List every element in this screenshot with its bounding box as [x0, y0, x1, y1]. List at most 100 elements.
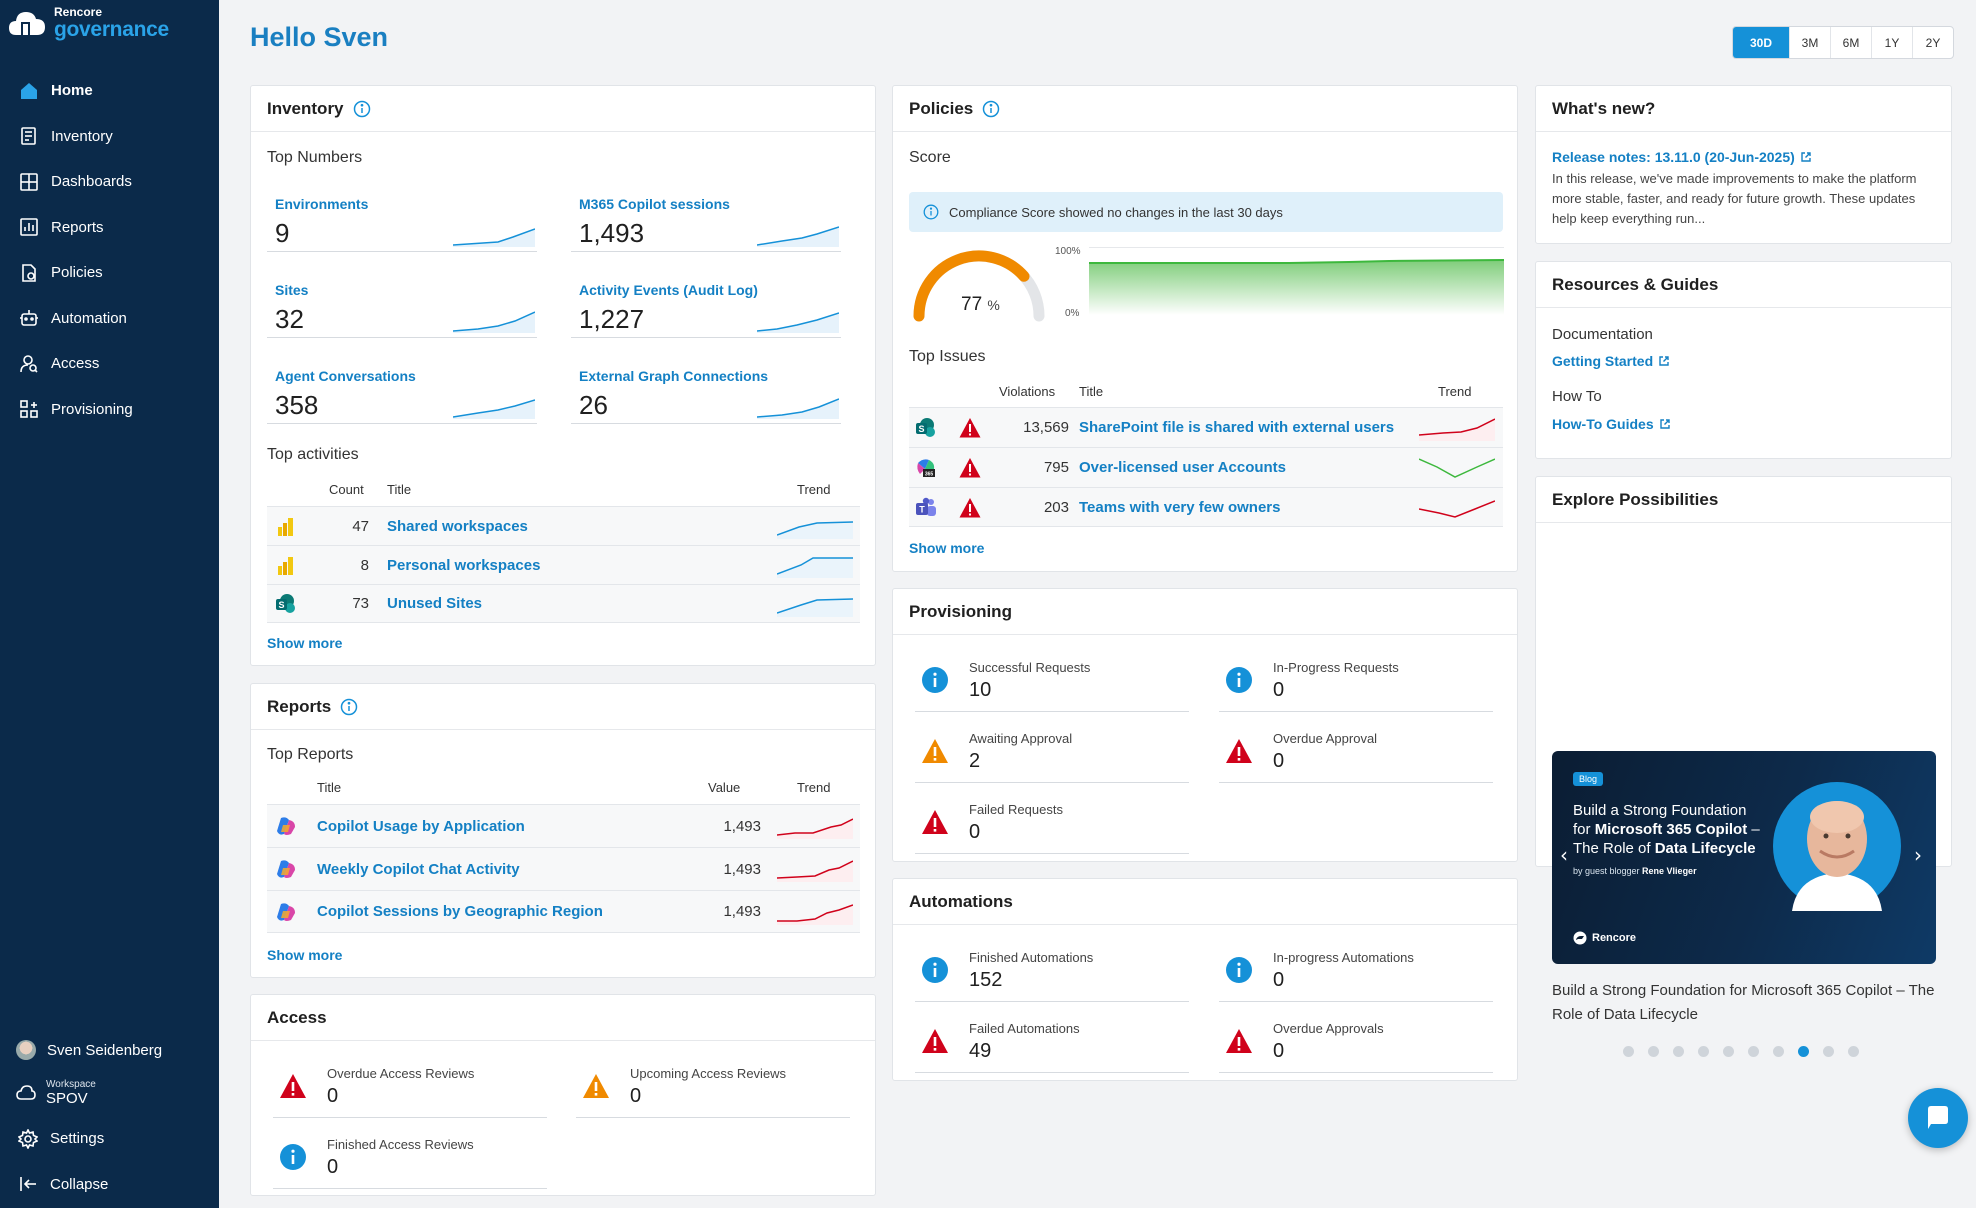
stat-finished-access-reviews[interactable]: Finished Access Reviews 0	[273, 1125, 547, 1189]
table-row[interactable]: 47 Shared workspaces	[267, 506, 860, 545]
row-title-link[interactable]: Unused Sites	[387, 595, 483, 612]
stat-upcoming-access-reviews[interactable]: Upcoming Access Reviews 0	[576, 1054, 850, 1118]
stat-finished-automations[interactable]: Finished Automations 152	[915, 938, 1189, 1002]
row-title-link[interactable]: Personal workspaces	[387, 556, 541, 574]
table-row[interactable]: 365 795 Over-licensed user Accounts	[909, 447, 1503, 487]
stat-environments[interactable]: Environments 9	[267, 180, 537, 252]
nav-item-home[interactable]: Home	[0, 68, 219, 114]
inventory-icon	[21, 127, 36, 146]
stat-value: 0	[1273, 969, 1285, 991]
stat-successful-requests[interactable]: Successful Requests 10	[915, 648, 1189, 712]
nav-item-provisioning[interactable]: Provisioning	[0, 387, 219, 433]
stat-overdue-approval[interactable]: Overdue Approval 0	[1219, 719, 1493, 783]
table-row[interactable]: 8 Personal workspaces	[267, 545, 860, 584]
row-title-link[interactable]: Teams with very few owners	[1079, 498, 1281, 516]
row-title-link[interactable]: Shared workspaces	[387, 517, 528, 535]
how-to-guides-link[interactable]: How-To Guides	[1552, 416, 1671, 432]
stat-awaiting-approval[interactable]: Awaiting Approval 2	[915, 719, 1189, 783]
banner-byline-a: by guest blogger	[1573, 866, 1643, 876]
carousel-dot[interactable]	[1648, 1046, 1659, 1057]
info-icon	[922, 667, 948, 693]
chat-icon	[1928, 1106, 1948, 1129]
row-title-link[interactable]: Over-licensed user Accounts	[1079, 459, 1287, 476]
carousel-dot[interactable]	[1848, 1046, 1859, 1057]
table-row[interactable]: S 13,569 SharePoint file is shared with …	[909, 407, 1503, 447]
workspace-switcher[interactable]: Workspace SPOV	[0, 1070, 219, 1116]
range-30d-button[interactable]: 30D	[1733, 27, 1789, 58]
error-icon	[959, 498, 981, 518]
stat-external-graph-connections[interactable]: External Graph Connections 26	[571, 352, 841, 424]
carousel-dot[interactable]	[1798, 1046, 1809, 1057]
carousel-dot[interactable]	[1773, 1046, 1784, 1057]
stat-label: Overdue Access Reviews	[327, 1066, 475, 1081]
table-row[interactable]: Copilot Sessions by Geographic Region 1,…	[267, 890, 860, 933]
stat-in-progress-requests[interactable]: In-Progress Requests 0	[1219, 648, 1493, 712]
stat-failed-automations[interactable]: Failed Automations 49	[915, 1009, 1189, 1073]
stat-activity-events[interactable]: Activity Events (Audit Log) 1,227	[571, 266, 841, 338]
rencore-logo[interactable]: Rencore governance	[8, 6, 169, 40]
range-1y-button[interactable]: 1Y	[1871, 27, 1912, 58]
carousel-dot[interactable]	[1623, 1046, 1634, 1057]
stat-copilot-sessions[interactable]: M365 Copilot sessions 1,493	[571, 180, 841, 252]
stat-overdue-approvals[interactable]: Overdue Approvals 0	[1219, 1009, 1493, 1073]
nav-item-policies[interactable]: Policies	[0, 250, 219, 296]
row-title-link[interactable]: Copilot Sessions by Geographic Region	[317, 903, 603, 920]
compliance-gauge	[913, 250, 1045, 322]
row-title-link[interactable]: SharePoint file is shared with external …	[1079, 419, 1395, 436]
carousel-dot[interactable]	[1748, 1046, 1759, 1057]
reports-show-more-link[interactable]: Show more	[267, 947, 343, 963]
resources-card: Resources & Guides Documentation Getting…	[1535, 261, 1952, 459]
nav-item-access[interactable]: Access	[0, 341, 219, 387]
nav-item-inventory[interactable]: Inventory	[0, 114, 219, 160]
info-icon	[923, 204, 939, 220]
stat-sites[interactable]: Sites 32	[267, 266, 537, 338]
inventory-show-more-link[interactable]: Show more	[267, 635, 343, 651]
info-icon[interactable]	[340, 698, 358, 716]
table-row[interactable]: T 203 Teams with very few owners	[909, 487, 1503, 527]
table-row[interactable]: Copilot Usage by Application 1,493	[267, 804, 860, 847]
policies-card: Policies Score Compliance Score showed n…	[892, 85, 1518, 572]
range-2y-button[interactable]: 2Y	[1912, 27, 1953, 58]
range-6m-button[interactable]: 6M	[1830, 27, 1871, 58]
stat-in-progress-automations[interactable]: In-progress Automations 0	[1219, 938, 1493, 1002]
carousel-dot[interactable]	[1698, 1046, 1709, 1057]
nav-item-reports[interactable]: Reports	[0, 205, 219, 251]
chat-button[interactable]	[1908, 1088, 1968, 1148]
range-3m-button[interactable]: 3M	[1789, 27, 1830, 58]
policies-icon	[22, 263, 36, 282]
explore-caption[interactable]: Build a Strong Foundation for Microsoft …	[1552, 982, 1935, 1023]
row-title-link[interactable]: Copilot Usage by Application	[317, 817, 525, 835]
info-icon[interactable]	[353, 100, 371, 118]
m365-icon: 365	[917, 459, 935, 478]
carousel-next-icon[interactable]: ›	[1914, 843, 1922, 867]
stat-label: External Graph Connections	[579, 368, 769, 384]
carousel-dot[interactable]	[1673, 1046, 1684, 1057]
stat-value: 0	[327, 1156, 339, 1178]
release-notes-link[interactable]: Release notes: 13.11.0 (20-Jun-2025)	[1552, 149, 1812, 165]
collapse-button[interactable]: Collapse	[0, 1162, 219, 1208]
carousel-dot[interactable]	[1823, 1046, 1834, 1057]
banner-headline: Build a Strong Foundation for Microsoft …	[1573, 801, 1760, 858]
info-icon[interactable]	[982, 100, 1000, 118]
blog-banner[interactable]: Blog Build a Strong Foundation for Micro…	[1552, 751, 1936, 964]
table-row[interactable]: Weekly Copilot Chat Activity 1,493	[267, 847, 860, 890]
settings-button[interactable]: Settings	[0, 1116, 219, 1162]
stat-failed-requests[interactable]: Failed Requests 0	[915, 790, 1189, 854]
stat-overdue-access-reviews[interactable]: Overdue Access Reviews 0	[273, 1054, 547, 1118]
getting-started-link[interactable]: Getting Started	[1552, 353, 1670, 369]
top-numbers-label: Top Numbers	[267, 149, 363, 166]
trend-sparkline	[1419, 458, 1495, 478]
trend-sparkline	[777, 521, 853, 539]
user-profile[interactable]: Sven Seidenberg	[0, 1030, 219, 1070]
nav-item-dashboards[interactable]: Dashboards	[0, 159, 219, 205]
stat-value: 2	[969, 750, 981, 772]
table-row[interactable]: S 73 Unused Sites	[267, 584, 860, 623]
nav-item-automation[interactable]: Automation	[0, 296, 219, 342]
policies-show-more-link[interactable]: Show more	[909, 540, 985, 556]
carousel-prev-icon[interactable]: ‹	[1560, 843, 1568, 867]
carousel-dot[interactable]	[1723, 1046, 1734, 1057]
column-header-trend: Trend	[797, 780, 831, 795]
row-title-link[interactable]: Weekly Copilot Chat Activity	[317, 860, 520, 878]
info-icon	[1226, 667, 1252, 693]
stat-agent-conversations[interactable]: Agent Conversations 358	[267, 352, 537, 424]
